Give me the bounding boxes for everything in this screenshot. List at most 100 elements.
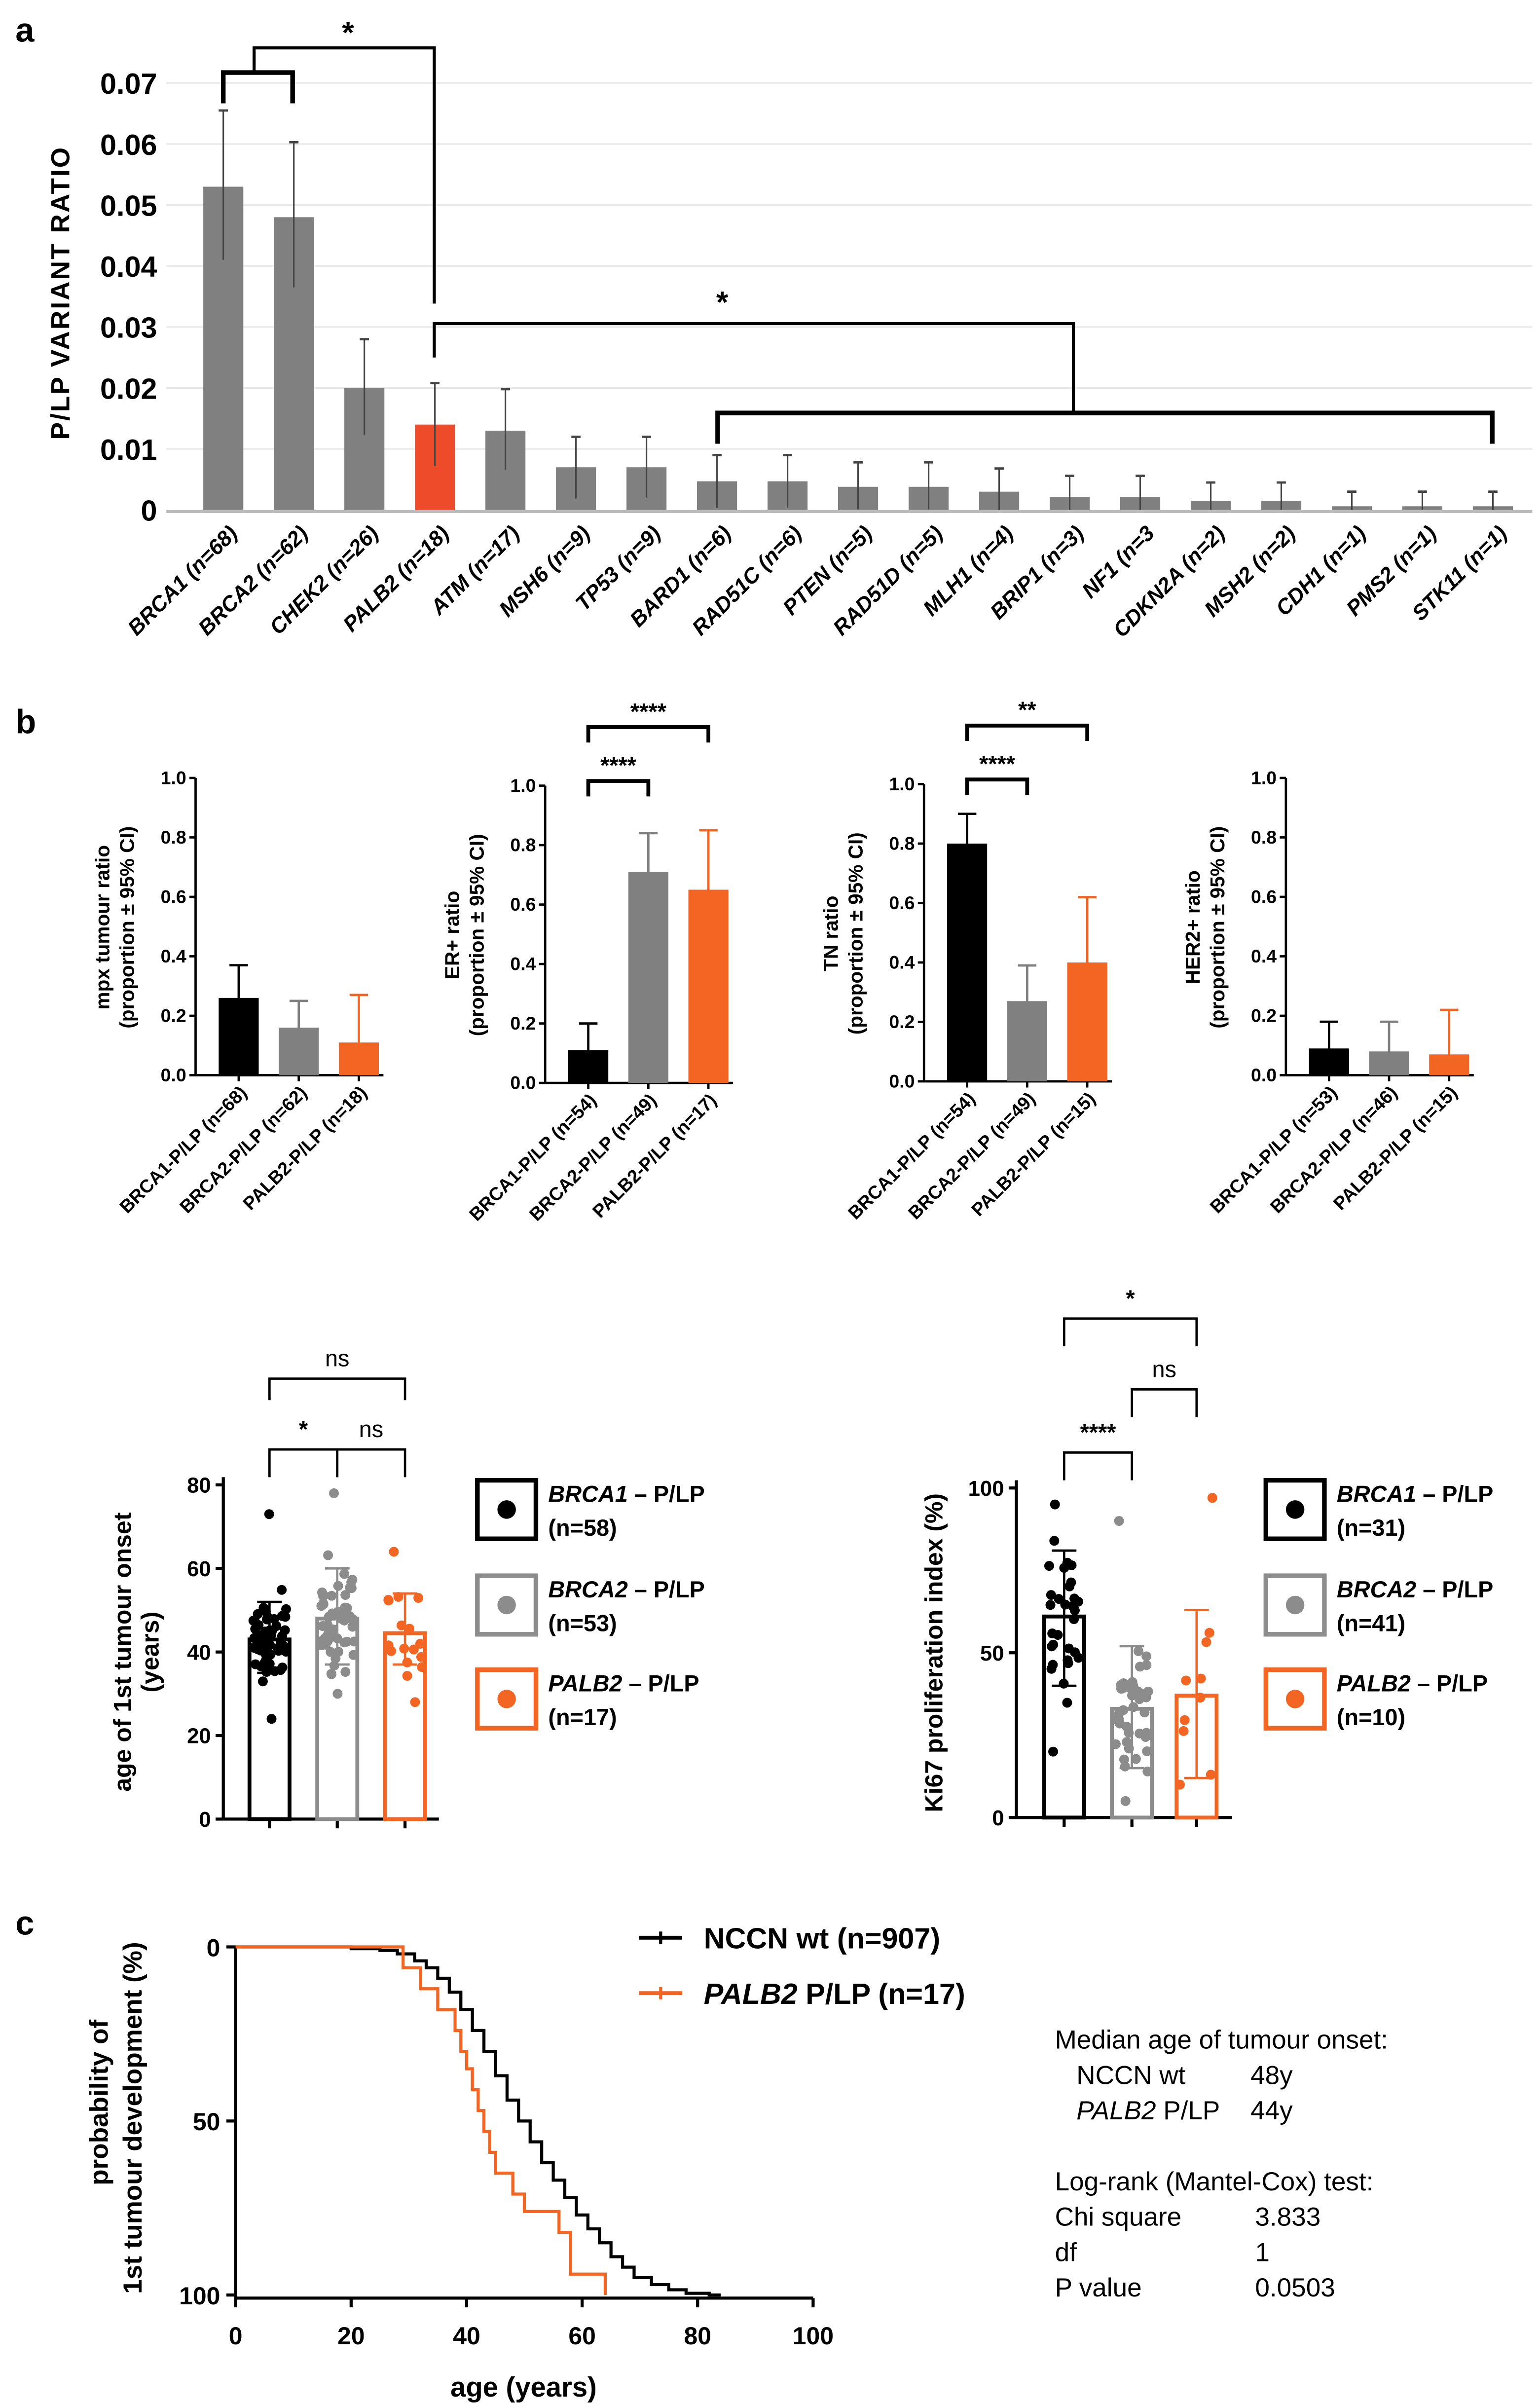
data-point [318, 1599, 329, 1609]
y-tick-label: 0.07 [100, 67, 157, 100]
y-axis-label: probability of [85, 2020, 114, 2185]
legend-n: (n=31) [1337, 1515, 1405, 1541]
data-point [1207, 1493, 1217, 1503]
median-row-text: P/LP [1156, 2096, 1220, 2125]
data-point [383, 1595, 394, 1606]
significance-bracket [268, 1377, 406, 1401]
y-axis-label: (proportion ± 95% CI) [844, 832, 867, 1035]
y-axis-label: ER+ ratio [440, 891, 463, 979]
y-tick-label: 0 [207, 1934, 220, 1961]
y-tick-label: 50 [980, 1641, 1004, 1665]
legend-n: (n=58) [548, 1515, 617, 1541]
y-tick-label: 0.02 [100, 372, 157, 405]
y-tick-label: 0.6 [1251, 886, 1277, 907]
median-row-label: NCCN wt [1076, 2061, 1185, 2090]
data-point [408, 1644, 419, 1655]
significance-label: **** [630, 699, 667, 724]
data-point [317, 1621, 328, 1631]
y-axis-label: (years) [137, 1612, 164, 1693]
legend-gene: PALB2 [704, 1977, 798, 2010]
data-point [1047, 1628, 1058, 1639]
legend-label: PALB2 – P/LP [1337, 1670, 1488, 1696]
data-point [1143, 1686, 1153, 1697]
data-point [323, 1550, 333, 1560]
panel-label-b: b [15, 702, 36, 740]
median-title: Median age of tumour onset: [1055, 2026, 1388, 2055]
y-tick-label: 1.0 [161, 767, 186, 788]
data-point [332, 1689, 343, 1699]
significance-bracket [965, 723, 1090, 741]
data-point [1196, 1673, 1206, 1684]
legend-gene: BRCA2 [1337, 1577, 1416, 1602]
data-point [383, 1640, 394, 1651]
data-point [326, 1669, 336, 1679]
y-tick-label: 0.4 [889, 952, 915, 972]
x-tick-label: 40 [453, 2322, 480, 2350]
legend-marker [497, 1690, 516, 1708]
data-point [330, 1653, 341, 1664]
legend-label: BRCA1 – P/LP [548, 1481, 704, 1507]
bar-chart-b4: 0.0 0.2 0.4 0.6 0.8 1.0 HER2+ ratio (proportion… [1181, 767, 1474, 1217]
data-point [1179, 1715, 1190, 1725]
legend-name: NCCN wt (n=907) [704, 1922, 940, 1955]
significance-label: * [1126, 1286, 1135, 1311]
data-point [1128, 1702, 1138, 1712]
data-point [415, 1638, 425, 1649]
data-point [1049, 1536, 1060, 1546]
y-tick-label: 0.2 [1251, 1005, 1277, 1026]
legend-gene: PALB2 [1337, 1670, 1411, 1696]
data-point [252, 1639, 262, 1650]
y-tick-label: 0.06 [100, 128, 157, 161]
legend-label: NCCN wt (n=907) [704, 1922, 940, 1955]
data-point [1070, 1647, 1080, 1658]
data-point [260, 1627, 270, 1637]
data-point [1044, 1561, 1054, 1571]
scatter-chart-b6: 0 50 100 Ki67 proliferation index (%) BRCA1 … [920, 1286, 1494, 1830]
data-point [281, 1604, 291, 1614]
data-point [277, 1663, 288, 1673]
bar-chart-b1: 0.0 0.2 0.4 0.6 0.8 1.0 mpx tumour ratio (propo… [91, 767, 384, 1217]
data-point [1178, 1726, 1189, 1736]
data-point [342, 1603, 352, 1613]
significance-bracket [336, 1448, 406, 1478]
y-tick-label: 20 [187, 1724, 211, 1748]
data-point [1054, 1594, 1064, 1604]
data-point [1062, 1698, 1072, 1708]
y-tick-label: 0.0 [510, 1072, 536, 1093]
legend-label: PALB2 – P/LP [548, 1670, 699, 1696]
legend-suffix: – P/LP [628, 1577, 705, 1602]
y-tick-label: 0.8 [1251, 827, 1277, 848]
significance-bracket [715, 410, 1495, 444]
median-row-gene: PALB2 [1076, 2096, 1156, 2125]
data-point [280, 1612, 291, 1622]
significance-label: ns [325, 1346, 349, 1371]
legend-marker [497, 1595, 516, 1615]
legend-n: (n=10) [1337, 1704, 1405, 1730]
legend-label: BRCA2 – P/LP [548, 1577, 704, 1602]
y-tick-label: 0.2 [510, 1013, 536, 1034]
y-tick-label: 0.4 [1251, 946, 1277, 966]
y-tick-label: 60 [187, 1557, 211, 1581]
km-curve-0 [235, 1945, 721, 2297]
test-row-value: 1 [1255, 2238, 1270, 2267]
data-point [278, 1641, 289, 1651]
y-tick-label: 0.0 [889, 1071, 915, 1091]
legend-n: (n=17) [548, 1704, 617, 1730]
data-point [1063, 1658, 1073, 1668]
data-point [1069, 1614, 1079, 1625]
bar [947, 843, 988, 1081]
x-tick-label: 100 [793, 2322, 834, 2350]
legend-item: PALB2 – P/LP (n=10) [1263, 1667, 1488, 1731]
y-tick-label: 0.4 [510, 954, 536, 974]
y-tick-label: 0.01 [100, 433, 157, 466]
data-point [1139, 1707, 1150, 1718]
y-axis-label: Ki67 proliferation index (%) [920, 1493, 948, 1812]
data-point [340, 1590, 351, 1600]
bar-chart-b3: 0.0 0.2 0.4 0.6 0.8 1.0 TN ratio (proportion ± … [819, 697, 1112, 1223]
km-curve-1 [235, 1945, 607, 2295]
legend-gene: BRCA1 [1337, 1481, 1416, 1507]
y-tick-label: 100 [968, 1477, 1004, 1501]
data-point [1117, 1683, 1128, 1694]
significance-label: **** [1080, 1419, 1117, 1445]
